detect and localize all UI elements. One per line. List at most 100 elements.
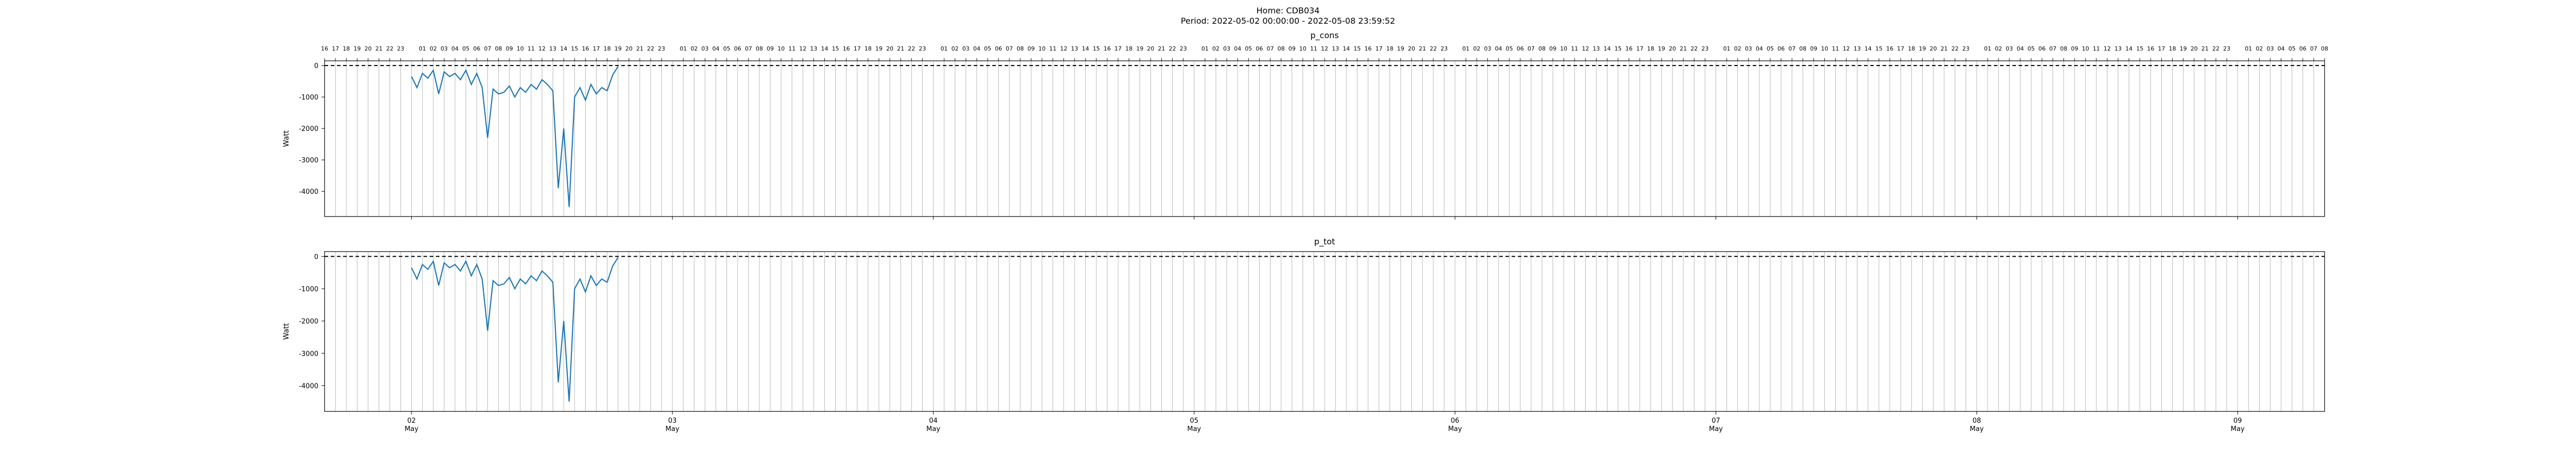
hour-tick-label: 06: [2299, 45, 2307, 52]
y-tick-label: -4000: [299, 383, 318, 390]
hour-tick-label: 12: [2104, 45, 2111, 52]
hour-tick-label: 01: [1723, 45, 1731, 52]
y-tick-label: -3000: [299, 350, 318, 358]
hour-tick-label: 10: [1299, 45, 1307, 52]
hour-tick-label: 23: [658, 45, 665, 52]
date-tick-day: 04: [929, 417, 938, 425]
hour-tick-label: 09: [506, 45, 513, 52]
hour-tick-label: 22: [1952, 45, 1959, 52]
date-tick-month: May: [1970, 425, 1984, 433]
hour-tick-label: 03: [440, 45, 448, 52]
hour-tick-label: 01: [1201, 45, 1209, 52]
hour-tick-label: 15: [832, 45, 839, 52]
hour-tick-label: 11: [1310, 45, 1317, 52]
hour-tick-label: 02: [1473, 45, 1480, 52]
hour-tick-label: 14: [1343, 45, 1350, 52]
hour-tick-label: 19: [1919, 45, 1926, 52]
hour-tick-label: 07: [1267, 45, 1274, 52]
hour-tick-label: 17: [1636, 45, 1643, 52]
figure-title-line2: Period: 2022-05-02 00:00:00 - 2022-05-08…: [1181, 16, 1395, 26]
hour-tick-label: 15: [1615, 45, 1622, 52]
hour-tick-label: 21: [1941, 45, 1948, 52]
hour-tick-label: 05: [462, 45, 469, 52]
hour-tick-label: 01: [1462, 45, 1469, 52]
hour-tick-label: 05: [2027, 45, 2035, 52]
hour-tick-label: 23: [1962, 45, 1970, 52]
hour-tick-label: 04: [451, 45, 459, 52]
hour-tick-label: 21: [375, 45, 382, 52]
hour-tick-label: 15: [1875, 45, 1883, 52]
hour-tick-label: 13: [1592, 45, 1600, 52]
hour-tick-label: 16: [582, 45, 589, 52]
hour-tick-label: 22: [1690, 45, 1698, 52]
y-tick-label: -1000: [299, 94, 318, 102]
hour-tick-label: 13: [1071, 45, 1078, 52]
hour-tick-label: 21: [1158, 45, 1165, 52]
hour-tick-label: 11: [528, 45, 535, 52]
hour-tick-label: 10: [1560, 45, 1567, 52]
hour-tick-label: 08: [756, 45, 763, 52]
series-line: [411, 66, 619, 207]
hour-tick-label: 19: [2180, 45, 2187, 52]
hour-tick-label: 02: [430, 45, 437, 52]
hour-tick-label: 07: [1006, 45, 1013, 52]
hour-tick-label: 08: [1538, 45, 1546, 52]
axes-frame: [324, 60, 2325, 217]
hour-tick-label: 14: [1865, 45, 1872, 52]
y-tick-label: -4000: [299, 188, 318, 196]
hour-tick-label: 11: [2093, 45, 2100, 52]
hour-tick-label: 04: [973, 45, 980, 52]
hour-tick-label: 08: [1799, 45, 1806, 52]
panel-p_tot: p_tot 0 -1000 -2000 -3000 -4000 Watt: [282, 237, 2325, 415]
y-tick-label: -3000: [299, 157, 318, 164]
hour-tick-label: 08: [495, 45, 502, 52]
hour-tick-label: 22: [1430, 45, 1437, 52]
y-axis-label: Watt: [282, 323, 291, 340]
hour-tick-label: 10: [2082, 45, 2089, 52]
hour-tick-label: 13: [2114, 45, 2122, 52]
hour-tick-label: 02: [952, 45, 959, 52]
hour-tick-label: 12: [1321, 45, 1328, 52]
date-tick-day: 09: [2233, 417, 2242, 425]
hour-tick-label: 02: [1212, 45, 1219, 52]
hour-tick-label: 04: [1234, 45, 1241, 52]
hour-tick-label: 16: [843, 45, 850, 52]
hour-tick-label: 20: [364, 45, 371, 52]
hour-tick-label: 16: [1886, 45, 1893, 52]
hour-tick-label: 03: [1223, 45, 1230, 52]
date-tick-month: May: [1709, 425, 1723, 433]
panel-title: p_tot: [1314, 237, 1335, 247]
hour-tick-label: 02: [1734, 45, 1741, 52]
hour-tick-label: 07: [1528, 45, 1535, 52]
chart-panels: 16 17 18 19 20 21 22 23 01 02 03 04 05 06 07 08 09 10 11 12…: [282, 30, 2328, 433]
axes-frame: [324, 251, 2325, 412]
hour-tick-label: 19: [615, 45, 622, 52]
figure-title-line1: Home: CDB034: [1257, 6, 1320, 15]
hour-tick-label: 05: [1506, 45, 1513, 52]
hour-tick-label: 02: [1995, 45, 2002, 52]
hour-tick-label: 07: [745, 45, 752, 52]
hour-tick-label: 17: [854, 45, 861, 52]
y-tick-label: -1000: [299, 286, 318, 293]
hour-tick-label: 10: [1038, 45, 1045, 52]
hour-tick-label: 13: [1854, 45, 1861, 52]
hour-tick-label: 21: [636, 45, 643, 52]
hour-tick-label: 17: [1114, 45, 1122, 52]
hour-tick-label: 23: [1701, 45, 1708, 52]
hour-tick-label: 18: [343, 45, 350, 52]
date-tick-day: 03: [668, 417, 677, 425]
date-tick-month: May: [2231, 425, 2245, 433]
hour-tick-label: 21: [2201, 45, 2209, 52]
hour-tick-label: 21: [897, 45, 904, 52]
hour-tick-label: 21: [1419, 45, 1426, 52]
hour-tick-label: 17: [1375, 45, 1382, 52]
date-tick-day: 06: [1451, 417, 1460, 425]
hour-tick-label: 15: [1093, 45, 1100, 52]
hour-tick-label: 16: [1364, 45, 1371, 52]
date-tick-day: 07: [1711, 417, 1720, 425]
hour-tick-label: 14: [1604, 45, 1611, 52]
hour-tick-label: 12: [1582, 45, 1589, 52]
hour-tick-label: 09: [767, 45, 774, 52]
hour-tick-label: 05: [2289, 45, 2296, 52]
